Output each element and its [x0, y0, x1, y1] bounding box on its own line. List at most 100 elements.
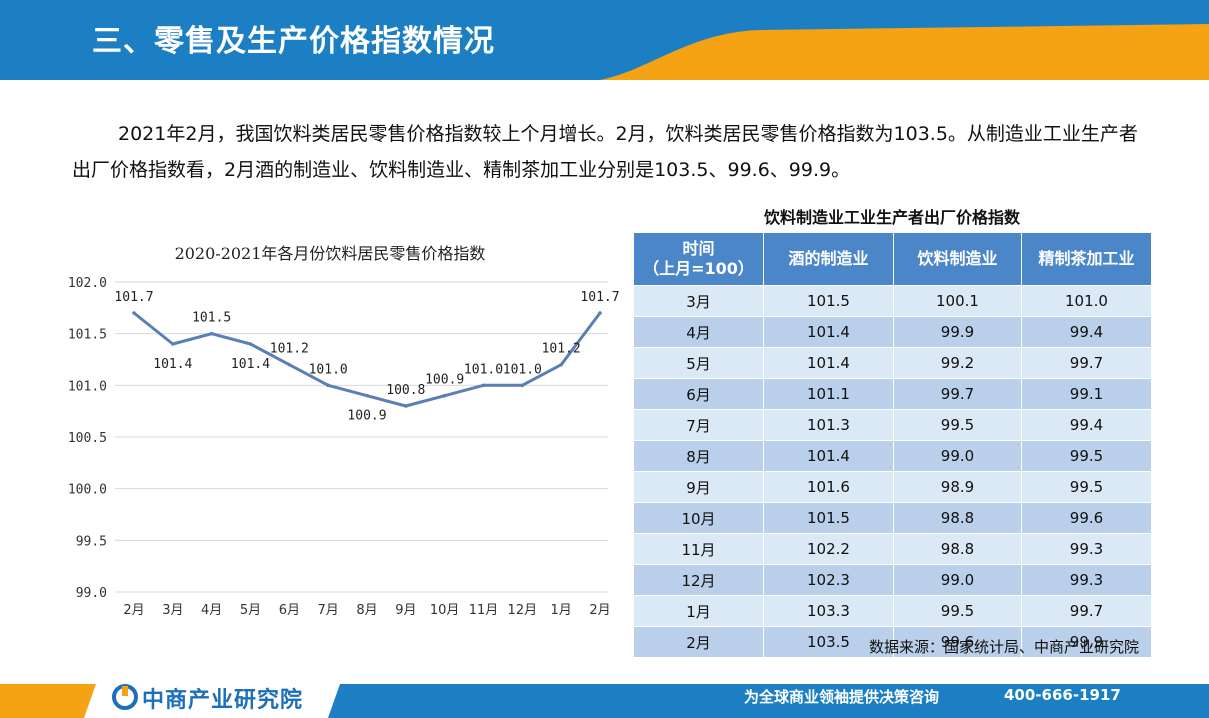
cell-liquor: 101.5: [763, 502, 894, 534]
cell-tea: 99.6: [1021, 502, 1152, 534]
cell-month: 7月: [633, 409, 764, 441]
footer-orange-stripe: [0, 684, 96, 718]
cell-beverage: 100.1: [893, 285, 1022, 317]
table-row: 6月 101.1 99.7 99.1: [633, 378, 1152, 410]
cell-month: 5月: [633, 347, 764, 379]
data-point: [559, 362, 563, 367]
cell-tea: 99.1: [1021, 378, 1152, 410]
x-tick-label: 8月: [356, 603, 377, 618]
x-tick-label: 2月: [123, 603, 144, 618]
cell-tea: 101.0: [1021, 285, 1152, 317]
cell-liquor: 103.3: [763, 595, 894, 627]
cell-liquor: 102.3: [763, 564, 894, 596]
producer-price-index-table: 时间 （上月=100） 酒的制造业 饮料制造业 精制茶加工业 3月 101.5 10…: [633, 232, 1152, 658]
cell-beverage: 99.6: [893, 626, 1022, 658]
header-band: 三、零售及生产价格指数情况: [0, 0, 1209, 80]
y-tick-label: 101.5: [68, 328, 107, 343]
cell-month: 3月: [633, 285, 764, 317]
data-label: 101.4: [153, 357, 192, 372]
data-point: [209, 331, 214, 336]
cell-month: 11月: [633, 533, 764, 565]
cell-tea: 99.9: [1021, 626, 1152, 658]
data-point: [481, 383, 486, 388]
table-row: 8月 101.4 99.0 99.5: [633, 440, 1152, 472]
cell-liquor: 101.1: [763, 378, 894, 410]
cell-beverage: 98.9: [893, 471, 1022, 503]
data-label: 100.9: [425, 373, 464, 388]
cell-month: 4月: [633, 316, 764, 348]
cell-month: 9月: [633, 471, 764, 503]
page-title: 三、零售及生产价格指数情况: [92, 24, 495, 59]
footer-phone: 400-666-1917: [1004, 686, 1121, 704]
footer-background: [0, 684, 1209, 718]
x-tick-label: 7月: [318, 603, 339, 618]
cell-month: 6月: [633, 378, 764, 410]
cell-tea: 99.5: [1021, 440, 1152, 472]
cell-liquor: 101.4: [763, 440, 894, 472]
table-row: 3月 101.5 100.1 101.0: [633, 285, 1152, 317]
data-label: 101.2: [542, 342, 581, 357]
cell-beverage: 99.9: [893, 316, 1022, 348]
x-tick-label: 6月: [279, 603, 300, 618]
cell-month: 1月: [633, 595, 764, 627]
cell-tea: 99.3: [1021, 564, 1152, 596]
y-tick-label: 100.0: [68, 483, 107, 498]
cell-tea: 99.5: [1021, 471, 1152, 503]
data-point: [287, 362, 292, 367]
data-point: [365, 393, 369, 398]
data-label: 101.0: [464, 362, 503, 377]
data-point: [442, 393, 447, 398]
data-label: 101.2: [270, 342, 309, 357]
data-point: [404, 404, 408, 408]
chart-canvas: 102.0 101.5 101.0 100.5 100.0 99.5 99.0 2月 3月 4月 5…: [68, 276, 620, 618]
cell-tea: 99.4: [1021, 409, 1152, 441]
cell-liquor: 101.6: [763, 471, 894, 503]
chart-title: 2020-2021年各月份饮料居民零售价格指数: [174, 244, 486, 263]
table-row: 4月 101.4 99.9 99.4: [633, 316, 1152, 348]
y-tick-label: 100.5: [68, 431, 107, 446]
table-row: 12月 102.3 99.0 99.3: [633, 564, 1152, 596]
header-background: [0, 0, 1209, 80]
cell-beverage: 99.7: [893, 378, 1022, 410]
cell-beverage: 98.8: [893, 533, 1022, 565]
footer-logo-panel: [94, 684, 330, 718]
x-tick-label: 3月: [162, 603, 183, 618]
data-point: [248, 342, 253, 346]
brand-logo-icon: [112, 684, 138, 710]
data-point: [598, 311, 602, 315]
x-tick-label: 1月: [551, 603, 572, 618]
x-tick-label: 12月: [508, 603, 538, 618]
cell-month: 10月: [633, 502, 764, 534]
cell-liquor: 101.4: [763, 347, 894, 379]
y-tick-label: 99.5: [76, 534, 107, 549]
footer-slogan: 为全球商业领袖提供决策咨询: [744, 688, 940, 706]
cell-beverage: 99.0: [893, 440, 1022, 472]
cell-beverage: 99.5: [893, 595, 1022, 627]
x-tick-label: 11月: [469, 603, 499, 618]
intro-paragraph: 2021年2月，我国饮料类居民零售价格指数较上个月增长。2月，饮料类居民零售价格…: [72, 123, 1138, 181]
y-tick-label: 102.0: [68, 276, 107, 291]
data-label: 101.0: [309, 362, 348, 377]
table-row: 2月 103.5 99.6 99.9: [633, 626, 1152, 658]
x-tick-label: 2月: [589, 603, 610, 618]
data-label: 100.9: [347, 409, 386, 424]
cell-tea: 99.7: [1021, 595, 1152, 627]
data-point: [132, 311, 136, 315]
x-tick-label: 5月: [240, 603, 261, 618]
table-row: 1月 103.3 99.5 99.7: [633, 595, 1152, 627]
cell-month: 12月: [633, 564, 764, 596]
header-time-label: 时间: [682, 239, 715, 258]
footer-blue-band: [328, 684, 1209, 718]
series-line: [133, 311, 602, 408]
table-body: 3月 101.5 100.1 101.0 4月 101.4 99.9 99.4 5月 101.4 9…: [633, 285, 1152, 658]
cell-tea: 99.4: [1021, 316, 1152, 348]
data-label: 101.0: [503, 362, 542, 377]
cell-liquor: 101.5: [763, 285, 894, 317]
data-source: 数据来源：国家统计局、中商产业研究院: [868, 638, 1139, 656]
data-point: [520, 383, 525, 388]
x-tick-label: 10月: [430, 603, 460, 618]
cell-liquor: 101.4: [763, 316, 894, 348]
cell-beverage: 99.2: [893, 347, 1022, 379]
header-time: 时间 （上月=100）: [633, 232, 764, 286]
cell-liquor: 102.2: [763, 533, 894, 565]
